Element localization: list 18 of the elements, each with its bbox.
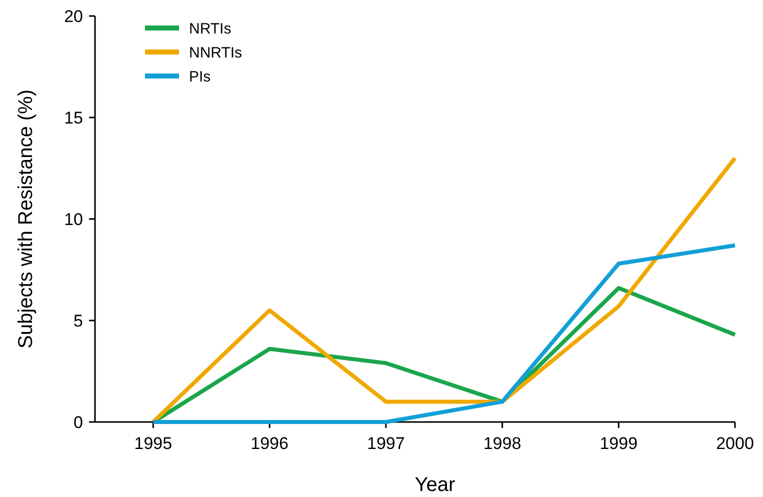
legend-label: PIs [189,68,211,86]
line-series [151,156,737,424]
x-tick-label: 1996 [250,434,288,453]
y-tick-label: 5 [74,311,83,330]
legend-label: NNRTIs [189,44,242,62]
y-tick-label: 10 [64,210,83,229]
x-axis-title: Year [414,474,456,496]
x-tick-label: 1995 [134,434,172,453]
x-tick-label: 1997 [366,434,405,453]
line-series [151,243,737,424]
y-tick-label: 15 [64,108,83,128]
y-tick-label: 0 [74,412,83,432]
x-tick-label: 2000 [716,434,754,453]
y-axis-title: Subjects with Resistance (%) [15,90,37,348]
x-tick-label: 1999 [600,434,638,453]
y-tick-label: 20 [64,6,83,26]
legend-label: NRTIs [189,20,232,38]
x-tick-label: 1998 [483,434,522,453]
